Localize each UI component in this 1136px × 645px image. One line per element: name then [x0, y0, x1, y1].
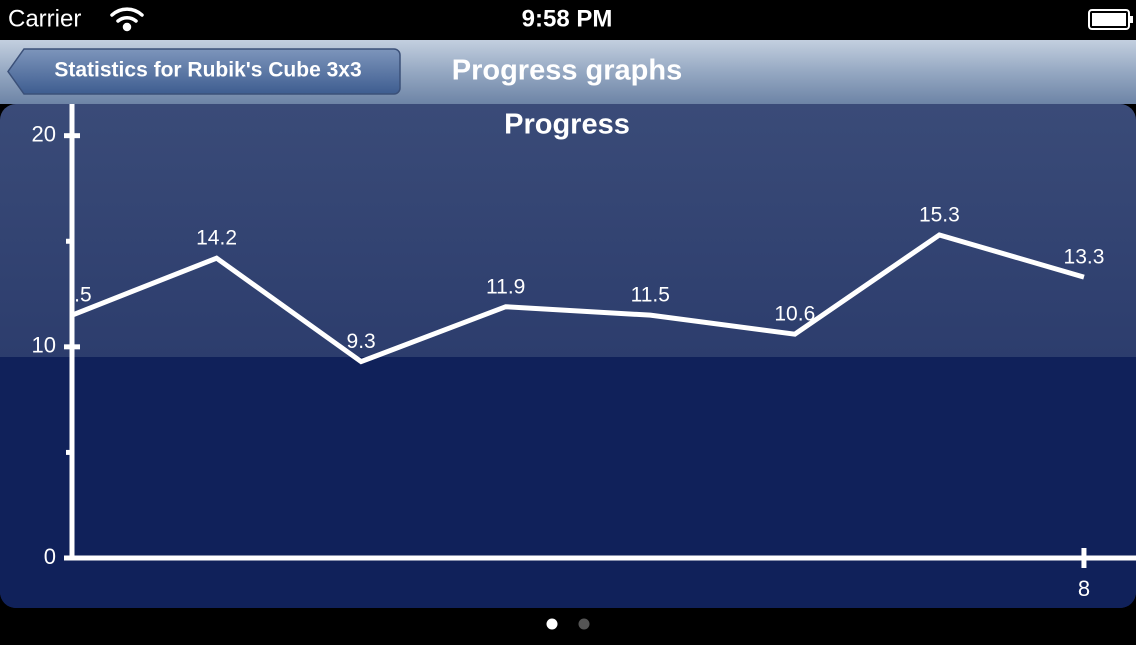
y-tick-label: 0	[44, 544, 56, 569]
wifi-icon	[110, 7, 144, 32]
chart-panel	[0, 104, 1136, 608]
y-tick-label: 20	[32, 121, 56, 146]
back-button[interactable]: Statistics for Rubik's Cube 3x3	[7, 48, 401, 95]
page-dot	[578, 618, 590, 630]
value-label: 11.5	[52, 284, 91, 307]
page-dot	[546, 618, 558, 630]
value-label: 13.3	[1064, 246, 1105, 269]
value-labels: 11.5 14.2 9.3 11.9 11.5 10.6 15.3 13.3	[52, 203, 1105, 353]
value-label: 11.5	[631, 284, 670, 307]
battery-icon	[1088, 9, 1133, 30]
value-label: 15.3	[919, 203, 960, 226]
line-series	[71, 232, 1085, 365]
nav-title: Progress graphs	[452, 55, 682, 87]
chart-title: Progress	[504, 109, 630, 141]
status-bar	[0, 0, 1136, 40]
value-label: 9.3	[347, 330, 376, 353]
x-tick-label: 8	[1078, 576, 1090, 601]
value-label: 10.6	[774, 303, 815, 326]
chart: Progress 0 10 20 8 11.5 14.2 9.3 11.9 11.5 10.6 15.…	[32, 104, 1136, 601]
value-label: 14.2	[196, 227, 237, 250]
y-tick-label: 10	[32, 333, 56, 358]
value-label: 11.9	[486, 275, 525, 298]
clock: 9:58 PM	[522, 5, 613, 32]
carrier: Carrier	[8, 5, 81, 32]
back-label[interactable]: Statistics for Rubik's Cube 3x3	[54, 59, 361, 82]
